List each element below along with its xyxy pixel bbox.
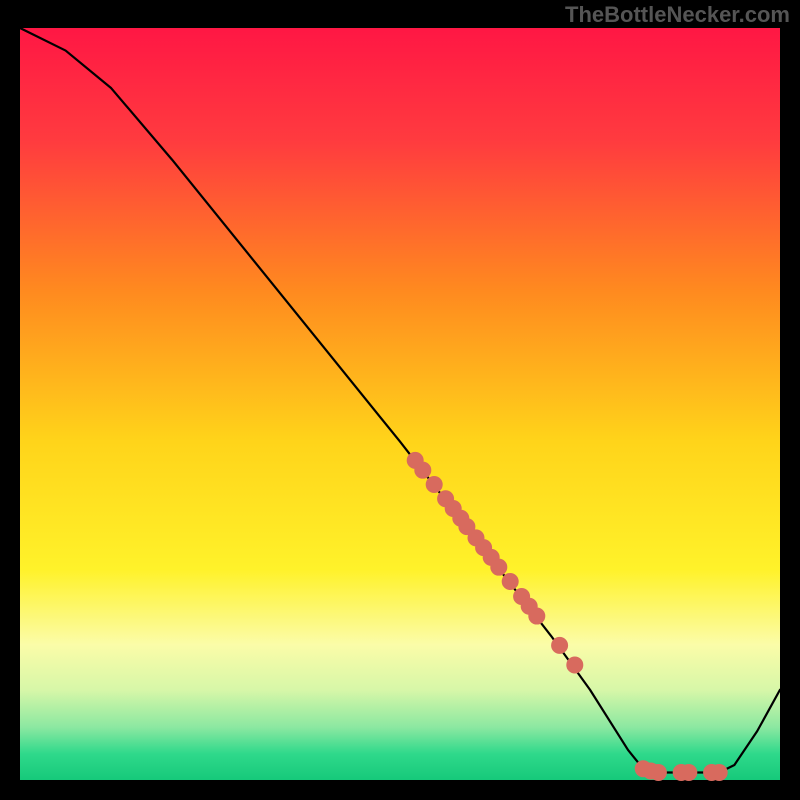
data-marker bbox=[567, 657, 583, 673]
data-marker bbox=[502, 573, 518, 589]
data-marker bbox=[711, 764, 727, 780]
data-marker bbox=[426, 476, 442, 492]
data-marker bbox=[491, 559, 507, 575]
data-marker bbox=[552, 637, 568, 653]
data-marker bbox=[415, 462, 431, 478]
data-marker bbox=[650, 764, 666, 780]
chart-stage: TheBottleNecker.com bbox=[0, 0, 800, 800]
data-marker bbox=[681, 764, 697, 780]
plot-background bbox=[20, 28, 780, 780]
chart-svg bbox=[0, 0, 800, 800]
data-marker bbox=[529, 608, 545, 624]
